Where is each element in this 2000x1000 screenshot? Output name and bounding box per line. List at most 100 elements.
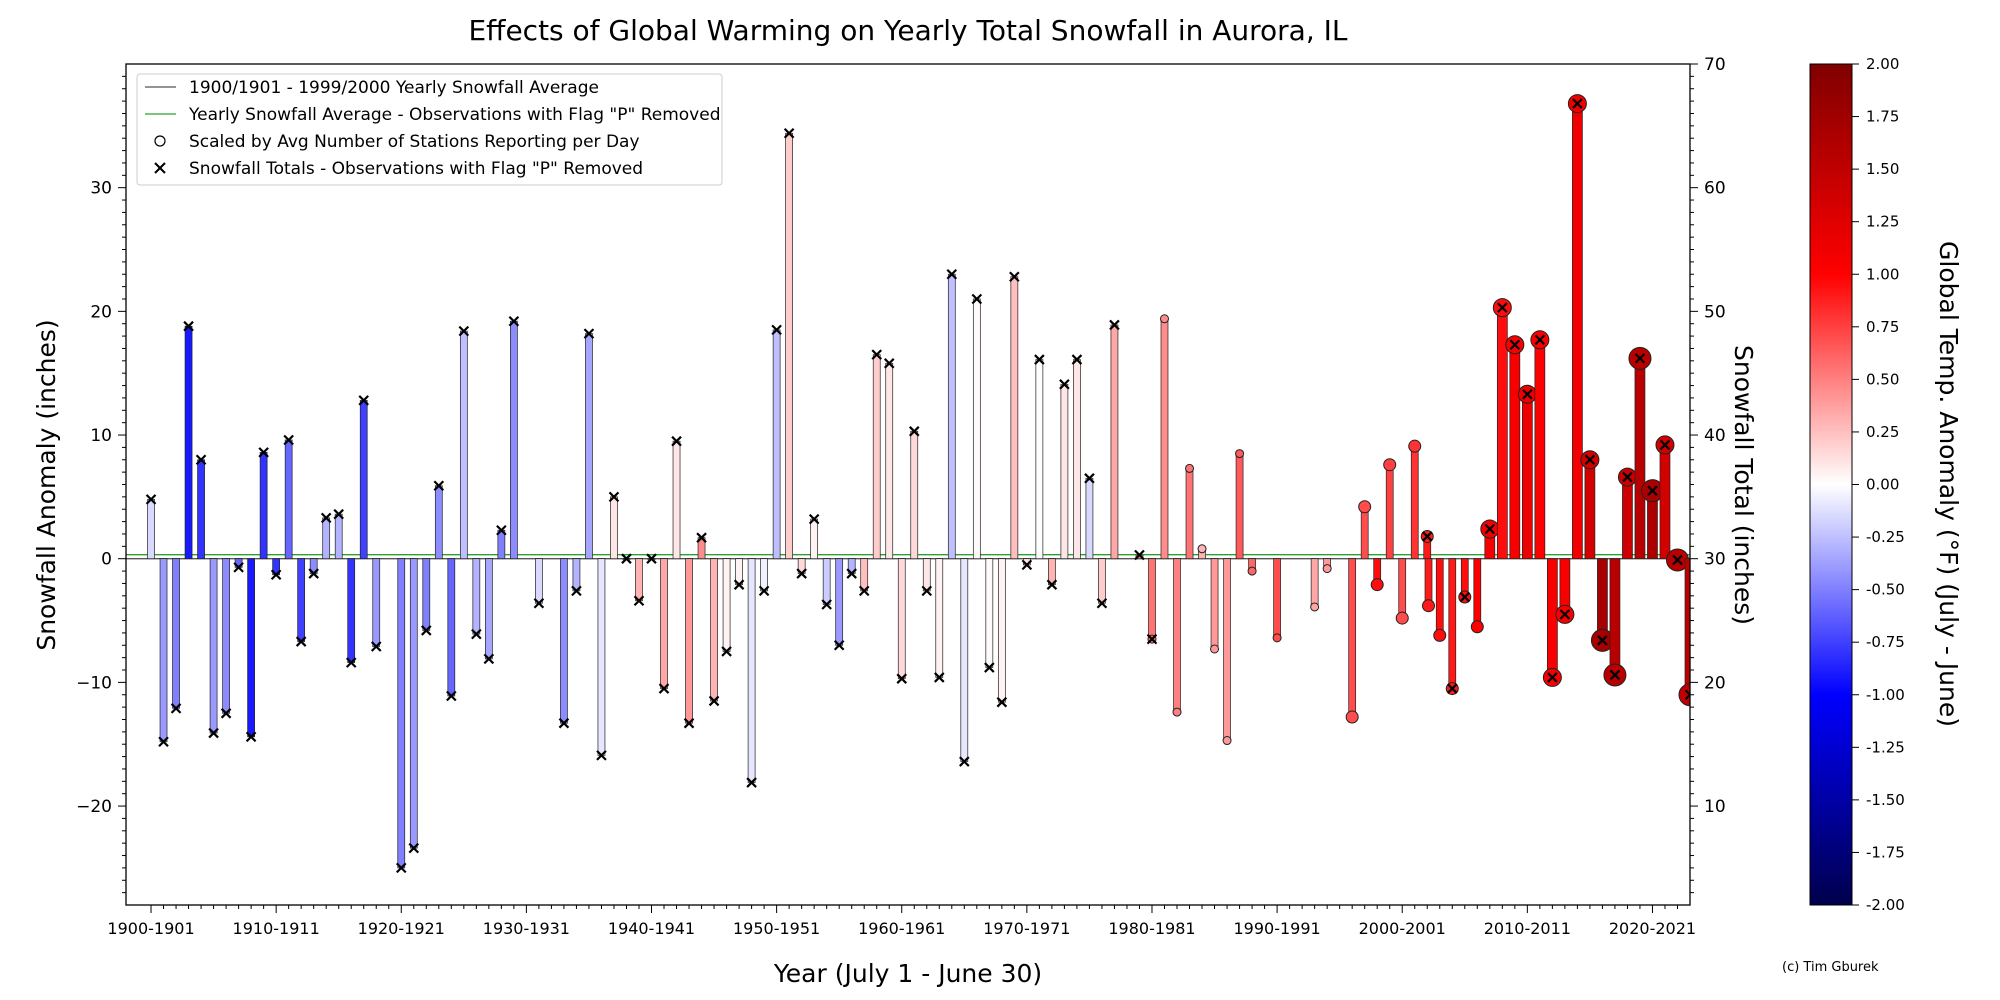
colorbar-tick-label: -1.75 bbox=[1866, 843, 1905, 861]
snowfall-bar bbox=[1634, 358, 1646, 560]
snowfall-total-marker bbox=[996, 696, 1008, 708]
station-scaled-point bbox=[1678, 683, 1690, 707]
snowfall-bar bbox=[372, 558, 381, 647]
snowfall-bar bbox=[960, 558, 969, 762]
snowfall-bar bbox=[722, 558, 731, 652]
snowfall-total-marker bbox=[458, 325, 470, 337]
station-scaled-point bbox=[1322, 564, 1332, 574]
snowfall-total-marker bbox=[1034, 354, 1045, 365]
colorbar-tick-label: -2.00 bbox=[1866, 896, 1905, 914]
y-right-tick-label: 60 bbox=[1704, 179, 1726, 199]
y-right-tick-label: 30 bbox=[1704, 550, 1726, 570]
x-tick-label: 1980-1981 bbox=[1108, 919, 1195, 938]
snowfall-total-marker bbox=[946, 268, 958, 280]
y-left-tick-label: −10 bbox=[76, 673, 112, 693]
snowfall-total-marker bbox=[658, 683, 670, 694]
station-scaled-point bbox=[1185, 463, 1195, 473]
snowfall-bar bbox=[1360, 506, 1369, 560]
snowfall-bar bbox=[159, 558, 168, 743]
snowfall-bar bbox=[1448, 558, 1457, 689]
snowfall-bar bbox=[484, 558, 493, 660]
snowfall-total-marker bbox=[771, 324, 782, 336]
snowfall-bar bbox=[447, 558, 456, 697]
snowfall-total-marker bbox=[395, 862, 407, 874]
snowfall-total-marker bbox=[1459, 591, 1471, 603]
snowfall-total-marker bbox=[295, 636, 307, 647]
legend-label-scaled: Scaled by Avg Number of Stations Reporti… bbox=[189, 132, 640, 152]
x-tick-label: 1930-1931 bbox=[483, 919, 570, 938]
x-axis-label: Year (July 1 - June 30) bbox=[773, 959, 1042, 988]
station-scaled-point bbox=[1197, 544, 1207, 554]
colorbar-tick-label: 1.75 bbox=[1866, 108, 1899, 126]
snowfall-total-marker bbox=[1659, 439, 1671, 451]
snowfall-bar bbox=[947, 273, 956, 560]
snowfall-bar bbox=[1110, 324, 1119, 560]
snowfall-bar bbox=[359, 400, 368, 560]
station-scaled-point bbox=[1421, 599, 1435, 613]
snowfall-total-marker bbox=[959, 756, 970, 767]
colorbar-tick-label: 1.00 bbox=[1866, 265, 1899, 283]
y-right-tick-label: 50 bbox=[1704, 302, 1726, 322]
snowfall-total-marker bbox=[1647, 485, 1658, 496]
x-tick-label: 2020-2021 bbox=[1609, 919, 1696, 938]
snowfall-bar bbox=[685, 558, 693, 724]
legend-marker-x bbox=[154, 162, 166, 174]
station-scaled-point bbox=[1345, 710, 1359, 724]
snowfall-total-marker bbox=[1497, 302, 1508, 313]
snowfall-bar bbox=[860, 558, 869, 592]
snowfall-bar bbox=[885, 362, 894, 560]
snowfall-bar bbox=[1609, 558, 1621, 676]
snowfall-total-marker bbox=[796, 568, 807, 579]
x-tick-label: 2010-2011 bbox=[1484, 919, 1571, 938]
snowfall-bar bbox=[897, 558, 906, 680]
snowfall-bar bbox=[1185, 468, 1194, 560]
snowfall-bar bbox=[1310, 558, 1319, 608]
snowfall-bar bbox=[1173, 558, 1181, 713]
x-tick-label: 1920-1921 bbox=[358, 919, 445, 938]
colorbar-tick-label: 2.00 bbox=[1866, 55, 1899, 73]
snowfall-total-marker bbox=[358, 395, 370, 406]
snowfall-total-marker bbox=[971, 293, 983, 305]
snowfall-total-marker bbox=[821, 599, 832, 610]
x-tick-label: 1960-1961 bbox=[858, 919, 945, 938]
snowfall-bar bbox=[785, 132, 793, 560]
snowfall-total-marker bbox=[508, 315, 520, 327]
snowfall-bar bbox=[247, 558, 255, 738]
station-scaled-point bbox=[1247, 566, 1257, 576]
snowfall-bar bbox=[497, 529, 506, 560]
snowfall-total-marker bbox=[934, 672, 945, 683]
snowfall-bar bbox=[535, 558, 543, 604]
snowfall-bar bbox=[935, 558, 944, 678]
station-scaled-point bbox=[1235, 449, 1245, 459]
y-right-tick-label: 20 bbox=[1704, 673, 1726, 693]
station-scaled-point bbox=[1172, 707, 1182, 717]
legend-box bbox=[136, 73, 723, 186]
snowfall-total-marker bbox=[646, 553, 657, 564]
snowfall-bar bbox=[1385, 464, 1394, 560]
colorbar-tick-label: 1.25 bbox=[1866, 213, 1899, 231]
snowfall-total-marker bbox=[1622, 471, 1633, 483]
snowfall-bar bbox=[985, 558, 994, 668]
snowfall-bar bbox=[1547, 558, 1558, 678]
snowfall-bar bbox=[397, 558, 406, 869]
snowfall-total-marker bbox=[1634, 353, 1646, 364]
snowfall-total-marker bbox=[258, 447, 269, 458]
station-scaled-point bbox=[1272, 633, 1282, 643]
snowfall-bar bbox=[1010, 276, 1019, 560]
snowfall-total-marker bbox=[1109, 319, 1120, 331]
snowfall-total-marker bbox=[633, 595, 645, 607]
snowfall-bar bbox=[910, 430, 919, 560]
snowfall-total-marker bbox=[758, 585, 770, 597]
snowfall-bar bbox=[1098, 558, 1106, 604]
snowfall-bar bbox=[422, 558, 431, 631]
station-scaled-point bbox=[1358, 500, 1372, 514]
snowfall-bar bbox=[409, 558, 418, 849]
snowfall-bar bbox=[347, 558, 356, 663]
colorbar-tick-label: 0.25 bbox=[1866, 423, 1899, 441]
snowfall-total-marker bbox=[708, 695, 720, 707]
x-tick-label: 1950-1951 bbox=[733, 919, 820, 938]
snowfall-total-marker bbox=[220, 708, 232, 719]
station-scaled-point bbox=[1159, 314, 1169, 324]
snowfall-bar bbox=[1035, 359, 1044, 560]
snowfall-bar bbox=[1659, 444, 1671, 560]
